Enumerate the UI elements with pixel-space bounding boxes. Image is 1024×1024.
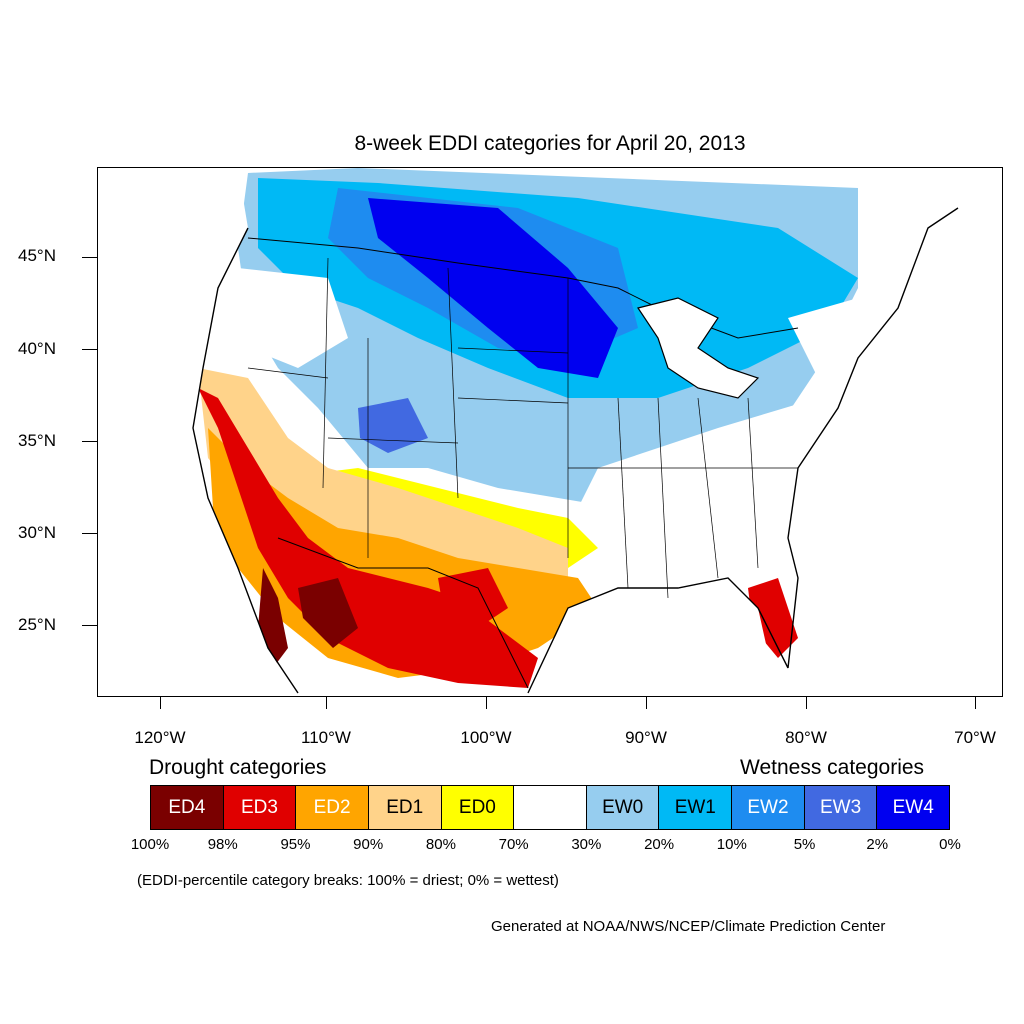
colorbar-break-label: 100% — [130, 836, 170, 853]
ocean-gulf — [528, 578, 778, 696]
colorbar-break-label: 0% — [939, 836, 961, 853]
colorbar-cell-normal — [514, 786, 587, 829]
lon-label-70: 70°W — [954, 728, 996, 747]
lon-tick — [806, 697, 807, 709]
lon-label-90: 90°W — [625, 728, 667, 747]
colorbar-break-label: 90% — [353, 836, 384, 853]
canada-border — [247, 237, 799, 339]
region-ew3 — [358, 398, 428, 453]
lat-tick — [82, 349, 97, 350]
colorbar-break-label: 2% — [866, 836, 889, 853]
lat-tick — [82, 441, 97, 442]
region-ew4 — [368, 198, 618, 378]
legend-drought-title: Drought categories — [149, 756, 327, 779]
gulf-coast — [527, 577, 789, 694]
credit-line: Generated at NOAA/NWS/NCEP/Climate Predi… — [491, 918, 886, 935]
lon-tick — [160, 697, 161, 709]
colorbar-break-label: 95% — [280, 836, 311, 853]
ocean-atlantic — [778, 168, 1002, 696]
mexico-border — [277, 537, 529, 689]
lat-tick — [82, 533, 97, 534]
lon-tick — [326, 697, 327, 709]
colorbar-cell-ew2: EW2 — [732, 786, 805, 829]
lon-tick — [646, 697, 647, 709]
great-lakes — [637, 297, 760, 399]
lat-label-25: 25°N — [18, 615, 56, 634]
map-title: 8-week EDDI categories for April 20, 201… — [354, 132, 746, 155]
colorbar-break-label: 20% — [644, 836, 675, 853]
ocean-pacific — [98, 168, 297, 696]
region-ed1 — [198, 368, 568, 608]
colorbar-cell-ed0: ED0 — [441, 786, 515, 829]
colorbar-break-label: 80% — [425, 836, 456, 853]
state-lines — [247, 257, 798, 599]
colorbar-cell-ew0: EW0 — [586, 786, 660, 829]
lat-label-45: 45°N — [18, 246, 56, 265]
atlantic-coast — [787, 207, 959, 669]
coastline — [192, 227, 299, 694]
colorbar-break-label: 70% — [498, 836, 529, 853]
colorbar-cell-ew1: EW1 — [659, 786, 733, 829]
colorbar-break-label: 10% — [716, 836, 747, 853]
colorbar-cell-ed3: ED3 — [223, 786, 297, 829]
colorbar-cell-ed2: ED2 — [296, 786, 369, 829]
colorbar-cell-ed1: ED1 — [368, 786, 442, 829]
lat-tick — [82, 257, 97, 258]
map-panel — [97, 167, 1003, 697]
colorbar-break-label: 98% — [207, 836, 238, 853]
lon-label-100: 100°W — [460, 728, 512, 747]
colorbar-break-label: 30% — [571, 836, 602, 853]
lon-tick — [975, 697, 976, 709]
lat-label-40: 40°N — [18, 339, 56, 358]
colorbar: ED4 ED3 ED2 ED1 ED0 EW0 EW1 EW2 EW3 EW4 — [150, 785, 950, 830]
region-normal-west — [238, 268, 348, 368]
lon-tick — [486, 697, 487, 709]
region-normal-southeast — [568, 398, 848, 588]
lon-label-80: 80°W — [785, 728, 827, 747]
lon-label-120: 120°W — [134, 728, 186, 747]
colorbar-break-label: 5% — [793, 836, 816, 853]
legend-wetness-title: Wetness categories — [740, 756, 925, 779]
region-normal-northeast — [788, 298, 858, 378]
category-note: (EDDI-percentile category breaks: 100% =… — [137, 872, 559, 889]
lat-label-35: 35°N — [18, 431, 56, 450]
colorbar-cell-ed4: ED4 — [151, 786, 224, 829]
colorbar-cell-ew3: EW3 — [804, 786, 878, 829]
lat-tick — [82, 625, 97, 626]
lat-label-30: 30°N — [18, 523, 56, 542]
region-ed3-florida — [748, 578, 798, 658]
region-ed4 — [298, 578, 358, 648]
colorbar-cell-ew4: EW4 — [877, 786, 950, 829]
lon-label-110: 110°W — [301, 728, 351, 747]
eddi-map — [98, 168, 1002, 696]
